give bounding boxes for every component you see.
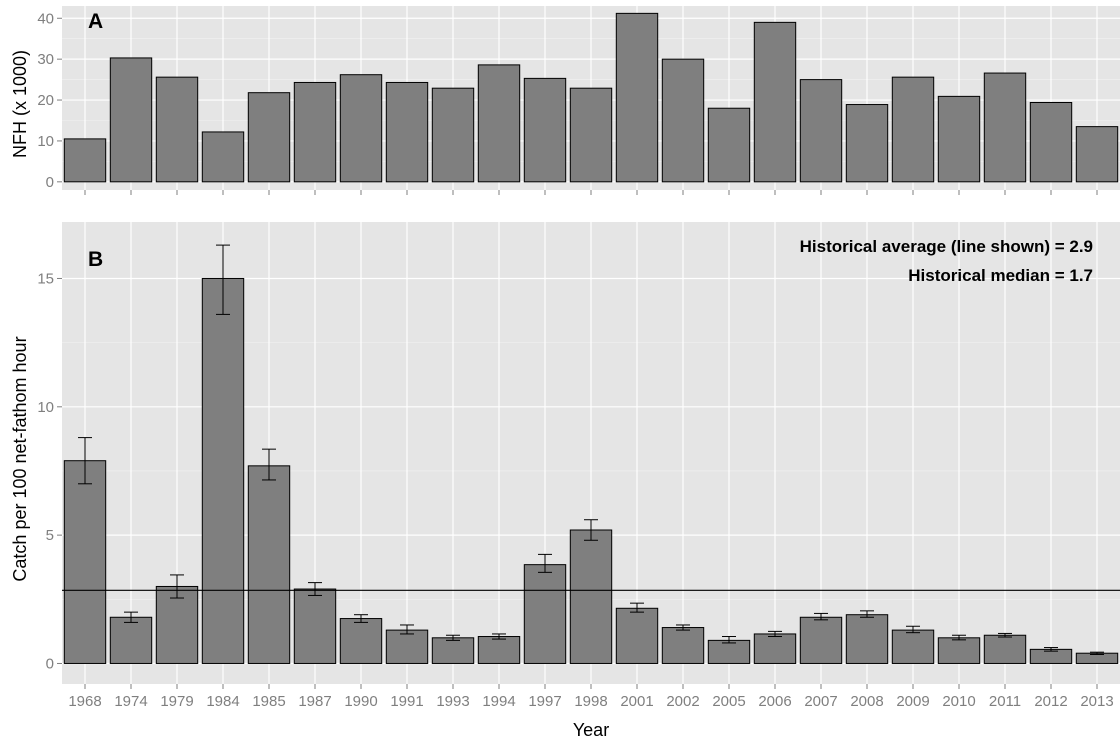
- bar-2002: [661, 58, 705, 183]
- x-tick-label: 2007: [804, 693, 837, 710]
- bar-1997: [523, 77, 567, 183]
- bar-2011: [983, 72, 1027, 183]
- panel-a-y-axis-title: NFH (x 1000): [10, 50, 30, 158]
- bar-2009: [891, 629, 935, 664]
- x-tick-label: 2010: [942, 693, 975, 710]
- bar-1997: [523, 564, 567, 664]
- bar-2010: [937, 95, 981, 183]
- bar-2008: [845, 104, 889, 183]
- bar-1994: [477, 636, 521, 664]
- bar-2001: [615, 12, 659, 183]
- x-tick-label: 1968: [68, 693, 101, 710]
- bar-2011: [983, 634, 1027, 664]
- bar-2005: [707, 639, 751, 664]
- bar-2013: [1075, 126, 1119, 183]
- panel-b-x-ticks: 1968 1974 1979 1984 1985 1987 1990 1991 1993 1994…: [68, 684, 1114, 710]
- panel-b-label: B: [88, 248, 103, 271]
- bar-1979: [155, 76, 199, 183]
- bar-2010: [937, 637, 981, 664]
- bar-1993: [431, 637, 475, 664]
- x-tick-label: 2008: [850, 693, 883, 710]
- bar-1987: [293, 588, 337, 664]
- x-tick-label: 2009: [896, 693, 929, 710]
- bar-2009: [891, 76, 935, 183]
- x-tick-label: 2013: [1080, 693, 1113, 710]
- bar-1991: [385, 81, 429, 183]
- bar-1985: [247, 92, 291, 183]
- x-tick-label: 2011: [989, 693, 1021, 710]
- panel-b-y-ticks: 0 5 10 15: [37, 270, 62, 672]
- y-tick-label: 10: [37, 133, 54, 150]
- bar-2002: [661, 627, 705, 664]
- bar-2007: [799, 79, 843, 183]
- panel-a-label: A: [88, 10, 103, 33]
- y-tick-label: 0: [46, 174, 54, 191]
- y-tick-label: 10: [37, 399, 54, 416]
- x-axis-title: Year: [573, 720, 609, 740]
- historical-average-annotation: Historical average (line shown) = 2.9: [800, 237, 1093, 256]
- x-tick-label: 2002: [666, 693, 699, 710]
- bar-1991: [385, 629, 429, 664]
- bar-2001: [615, 607, 659, 664]
- bar-1968: [63, 460, 107, 664]
- bar-1993: [431, 87, 475, 183]
- x-tick-label: 1979: [160, 693, 193, 710]
- bar-1974: [109, 616, 153, 664]
- y-tick-label: 5: [46, 527, 54, 544]
- x-tick-label: 1997: [528, 693, 561, 710]
- panel-b-error-bars: [78, 244, 1104, 655]
- panel-b-bars: [63, 277, 1119, 664]
- panel-a-bars: [63, 12, 1119, 183]
- y-tick-label: 40: [37, 10, 54, 27]
- bar-1985: [247, 465, 291, 664]
- bar-1984: [201, 131, 245, 183]
- bar-1990: [339, 74, 383, 183]
- x-tick-label: 1974: [114, 693, 147, 710]
- x-tick-label: 1987: [298, 693, 331, 710]
- x-tick-label: 1994: [482, 693, 515, 710]
- bar-2012: [1029, 101, 1073, 183]
- panel-a-y-ticks: 0 10 20 30 40: [37, 10, 62, 191]
- x-tick-label: 1993: [436, 693, 469, 710]
- bar-1987: [293, 81, 337, 183]
- x-tick-label: 1991: [390, 693, 423, 710]
- bar-1979: [155, 585, 199, 664]
- x-tick-label: 2006: [758, 693, 791, 710]
- y-tick-label: 15: [37, 270, 54, 287]
- y-tick-label: 0: [46, 655, 54, 672]
- panel-b-y-axis-title: Catch per 100 net-fathom hour: [10, 336, 30, 581]
- x-tick-label: 2005: [712, 693, 745, 710]
- bar-1994: [477, 64, 521, 183]
- x-tick-label: 1998: [574, 693, 607, 710]
- y-tick-label: 30: [37, 51, 54, 68]
- x-tick-label: 2001: [620, 693, 653, 710]
- bar-2006: [753, 21, 797, 183]
- bar-1990: [339, 618, 383, 664]
- bar-1974: [109, 57, 153, 183]
- bar-2007: [799, 616, 843, 664]
- x-tick-label: 1990: [344, 693, 377, 710]
- bar-2006: [753, 633, 797, 664]
- bar-1998: [569, 87, 613, 183]
- panel-a: 0 10 20 30 40 A NFH (x 1000): [10, 6, 1120, 195]
- bar-1998: [569, 529, 613, 664]
- x-tick-label: 1985: [252, 693, 285, 710]
- bar-2008: [845, 614, 889, 664]
- x-tick-label: 1984: [206, 693, 239, 710]
- bar-1984: [201, 277, 245, 664]
- historical-median-annotation: Historical median = 1.7: [908, 266, 1093, 285]
- x-tick-label: 2012: [1034, 693, 1067, 710]
- bar-2005: [707, 107, 751, 183]
- panel-a-x-ticks: [84, 190, 1098, 195]
- bar-1968: [63, 138, 107, 183]
- y-tick-label: 20: [37, 92, 54, 109]
